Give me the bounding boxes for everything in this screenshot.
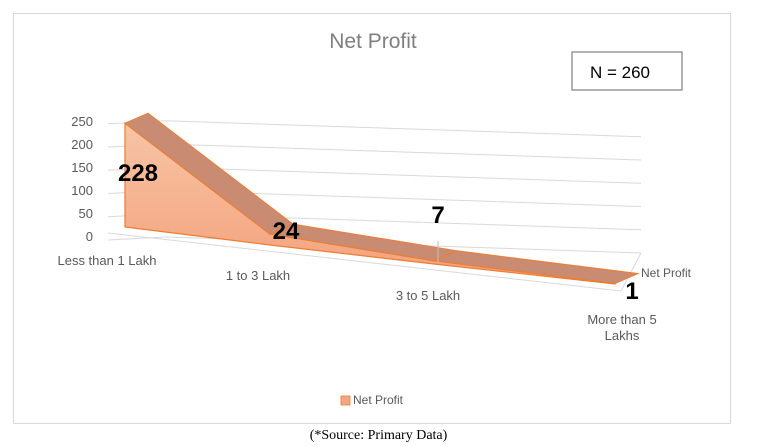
data-label: 228 xyxy=(118,160,158,187)
y-tick-label: 50 xyxy=(79,206,93,221)
sample-size-box xyxy=(571,51,683,91)
y-tick-label: 100 xyxy=(71,183,93,198)
gridline-side xyxy=(107,236,167,241)
chart-text: 0 50 100 150 200 250 Less than 1 Lakh 1 to 3 La… xyxy=(57,114,691,343)
floor-edge-right xyxy=(620,252,642,292)
y-tick-label: 200 xyxy=(71,137,93,152)
data-label: 1 xyxy=(625,278,638,305)
gridline xyxy=(165,120,642,138)
gridline xyxy=(165,166,642,184)
y-tick-label: 150 xyxy=(71,160,93,175)
x-category-label: 3 to 5 Lakh xyxy=(396,288,460,303)
chart-title: Net Profit xyxy=(329,30,417,53)
legend: Net Profit xyxy=(340,393,404,407)
y-tick-label: 0 xyxy=(86,229,93,244)
net-profit-chart: 0 50 100 150 200 250 Less than 1 Lakh 1 to 3 La… xyxy=(57,30,691,407)
depth-axis-label: Net Profit xyxy=(641,266,692,280)
area-top-ribbon xyxy=(432,250,640,285)
sample-size-label: N = 260 xyxy=(590,63,650,82)
x-category-label: 1 to 3 Lakh xyxy=(226,268,290,283)
x-category-label: More than 5 Lakhs xyxy=(587,312,656,343)
area-series xyxy=(124,112,640,285)
legend-swatch xyxy=(340,395,351,406)
data-label: 24 xyxy=(273,218,300,245)
x-category-label: Less than 1 Lakh xyxy=(57,253,156,268)
legend-label: Net Profit xyxy=(353,393,404,407)
floor-edge xyxy=(107,232,622,292)
chart-area: 0 50 100 150 200 250 Less than 1 Lakh 1 to 3 La… xyxy=(13,13,731,424)
y-tick-label: 250 xyxy=(71,114,93,129)
source-note: (*Source: Primary Data) xyxy=(309,428,448,443)
gridline xyxy=(165,143,642,161)
data-label: 7 xyxy=(431,202,444,229)
